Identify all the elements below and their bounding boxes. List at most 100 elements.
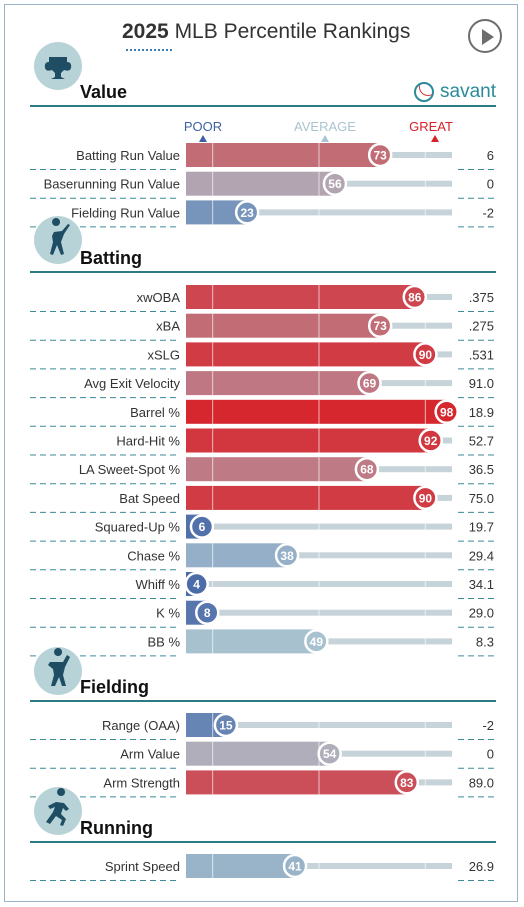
percentile-bar xyxy=(186,428,431,453)
metric-row-chase[interactable]: Chase % 38 29.4 xyxy=(30,543,496,571)
metric-label: xSLG xyxy=(147,347,180,362)
section-title-value: Value xyxy=(80,82,127,102)
metric-label: Baserunning Run Value xyxy=(44,177,180,192)
percentile-bar xyxy=(186,741,330,766)
percentile-marker xyxy=(413,485,438,511)
play-icon xyxy=(482,29,494,45)
metric-row-bat-speed[interactable]: Bat Speed 90 75.0 xyxy=(30,485,496,513)
percentile-marker xyxy=(357,370,382,396)
metric-label: Whiff % xyxy=(135,577,180,592)
percentile-marker xyxy=(189,514,215,539)
percentile-marker xyxy=(322,171,348,196)
percentile-marker xyxy=(402,284,428,310)
metric-label: Arm Strength xyxy=(103,775,180,790)
savant-logo[interactable]: savant xyxy=(414,80,496,104)
percentile-value: 49 xyxy=(310,635,324,649)
percentile-marker xyxy=(213,712,239,738)
metric-label: Sprint Speed xyxy=(105,859,180,874)
percentile-marker xyxy=(367,313,393,338)
title-underline xyxy=(126,49,172,51)
metric-label: Barrel % xyxy=(130,405,180,420)
percentile-value: 4 xyxy=(193,578,200,592)
percentile-bar xyxy=(186,285,415,309)
metric-row-sprint-speed[interactable]: Sprint Speed 41 26.9 xyxy=(30,853,496,881)
title-text: MLB Percentile Rankings xyxy=(174,20,411,43)
percentile-marker xyxy=(274,543,300,568)
section-title-running: Running xyxy=(80,818,153,838)
percentile-marker xyxy=(184,571,209,597)
percentile-bar xyxy=(186,485,426,510)
percentile-value: 41 xyxy=(288,860,302,874)
percentile-marker xyxy=(304,629,329,654)
percentile-marker xyxy=(234,200,260,225)
metric-value: 52.7 xyxy=(469,434,494,449)
metric-value: 29.0 xyxy=(469,606,494,621)
metric-label: K % xyxy=(156,606,180,621)
percentile-marker xyxy=(195,600,220,625)
section-title-batting: Batting xyxy=(80,248,142,268)
metric-value: 0 xyxy=(487,177,494,192)
metric-row-whiff[interactable]: Whiff % 4 34.1 xyxy=(30,571,496,599)
scale-label-great: GREAT xyxy=(409,119,453,134)
metric-row-squared-up[interactable]: Squared-Up % 6 19.7 xyxy=(30,514,496,542)
percentile-value: 90 xyxy=(419,491,433,505)
percentile-value: 98 xyxy=(440,405,454,419)
runner-icon xyxy=(34,787,82,835)
metric-value: 89.0 xyxy=(469,775,494,790)
percentile-bar xyxy=(186,854,296,878)
metric-row-la-sweet-spot[interactable]: LA Sweet-Spot % 68 36.5 xyxy=(30,456,496,485)
percentile-bar xyxy=(186,457,367,482)
metric-label: xwOBA xyxy=(137,290,181,305)
metric-value: .531 xyxy=(469,347,494,362)
percentile-value: 6 xyxy=(199,520,206,534)
metric-value: 91.0 xyxy=(469,376,494,391)
metric-label: Hard-Hit % xyxy=(116,434,180,449)
percentile-value: 8 xyxy=(204,606,211,620)
metric-row-batting-run-value[interactable]: Batting Run Value 73 6 xyxy=(30,142,496,170)
percentile-value: 54 xyxy=(323,747,337,761)
metric-row-xwoba[interactable]: xwOBA 86 .375 xyxy=(30,284,496,312)
metric-row-k[interactable]: K % 8 29.0 xyxy=(30,600,496,628)
fielder-icon xyxy=(34,647,82,695)
percentile-value: 15 xyxy=(219,719,233,733)
percentile-value: 56 xyxy=(328,177,342,191)
metric-label: Chase % xyxy=(127,548,180,563)
percentile-value: 23 xyxy=(241,206,255,220)
percentile-bar xyxy=(186,770,407,795)
percentile-value: 83 xyxy=(400,776,414,790)
percentile-value: 38 xyxy=(280,549,294,563)
percentile-marker xyxy=(367,142,393,168)
average-arrow-icon xyxy=(321,135,329,142)
metric-value: 75.0 xyxy=(469,491,494,506)
play-button[interactable] xyxy=(468,19,502,53)
metric-row-hard-hit[interactable]: Hard-Hit % 92 52.7 xyxy=(30,428,496,456)
metric-value: 26.9 xyxy=(469,859,494,874)
metric-row-xslg[interactable]: xSLG 90 .531 xyxy=(30,342,496,370)
metric-row-arm-strength[interactable]: Arm Strength 83 89.0 xyxy=(30,770,496,798)
great-arrow-icon xyxy=(431,135,439,142)
percentile-bar xyxy=(186,399,447,424)
metric-row-range-oaa[interactable]: Range (OAA) 15 -2 xyxy=(30,712,496,740)
metric-value: .375 xyxy=(469,290,494,305)
metric-label: xBA xyxy=(156,319,180,334)
metric-value: 18.9 xyxy=(469,405,494,420)
metric-value: 19.7 xyxy=(469,520,494,535)
metric-row-barrel[interactable]: Barrel % 98 18.9 xyxy=(30,399,496,427)
metric-row-fielding-run-value[interactable]: Fielding Run Value 23 -2 xyxy=(30,200,496,228)
metric-row-arm-value[interactable]: Arm Value 54 0 xyxy=(30,741,496,769)
percentile-bar xyxy=(186,342,426,367)
metric-label: Fielding Run Value xyxy=(71,205,180,220)
metric-row-bb[interactable]: BB % 49 8.3 xyxy=(30,629,496,657)
metric-value: 34.1 xyxy=(469,577,494,592)
metric-row-avg-exit-velocity[interactable]: Avg Exit Velocity 69 91.0 xyxy=(30,370,496,399)
baseball-icon xyxy=(414,82,434,102)
metric-value: 36.5 xyxy=(469,462,494,477)
metric-label: Avg Exit Velocity xyxy=(84,376,180,391)
metric-value: -2 xyxy=(482,205,494,220)
metric-label: Bat Speed xyxy=(119,491,180,506)
percentile-marker xyxy=(413,342,438,367)
metric-row-baserunning-run-value[interactable]: Baserunning Run Value 56 0 xyxy=(30,171,496,199)
percentile-bar xyxy=(186,171,335,196)
metric-row-xba[interactable]: xBA 73 .275 xyxy=(30,313,496,341)
metric-label: LA Sweet-Spot % xyxy=(79,462,181,477)
